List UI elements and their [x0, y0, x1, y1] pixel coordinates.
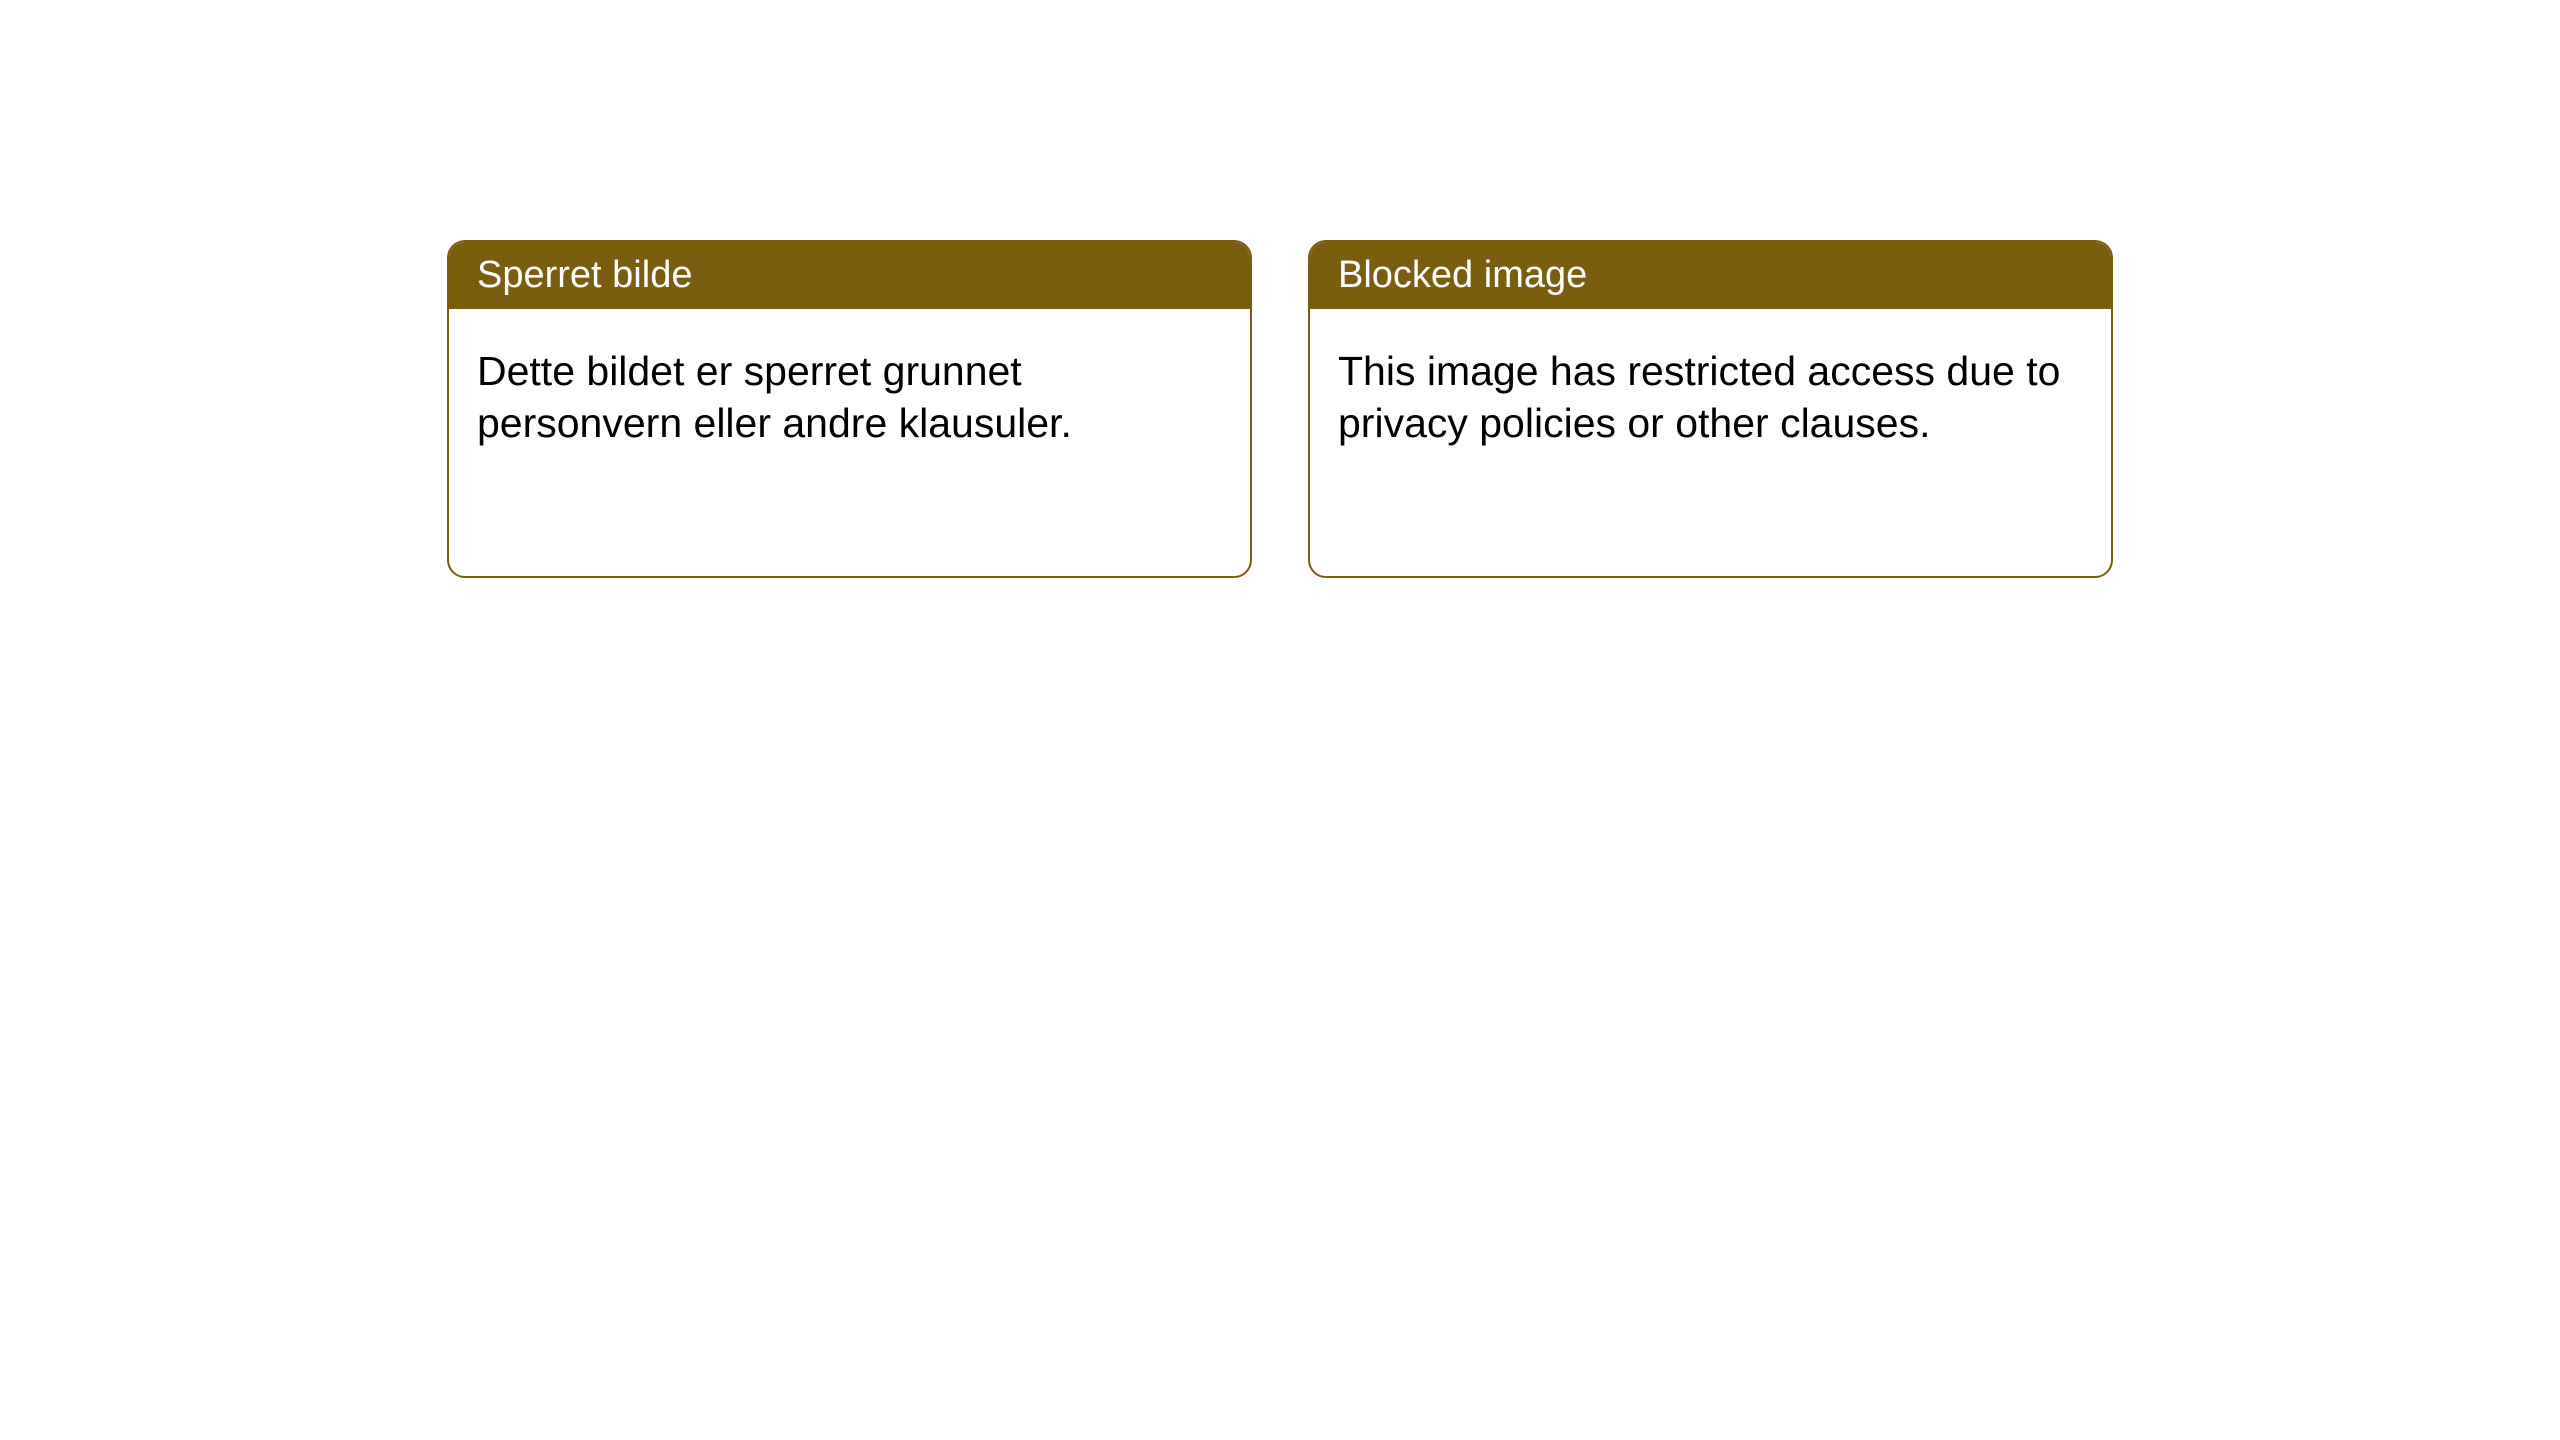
card-title-norwegian: Sperret bilde: [477, 254, 692, 296]
blocked-image-card-norwegian: Sperret bilde Dette bildet er sperret gr…: [447, 240, 1252, 578]
card-body-norwegian: Dette bildet er sperret grunnet personve…: [449, 309, 1250, 486]
card-title-english: Blocked image: [1338, 254, 1587, 296]
card-header-english: Blocked image: [1310, 242, 2111, 309]
card-body-text-english: This image has restricted access due to …: [1338, 348, 2060, 446]
blocked-image-card-english: Blocked image This image has restricted …: [1308, 240, 2113, 578]
blocked-image-cards-container: Sperret bilde Dette bildet er sperret gr…: [447, 240, 2113, 578]
card-header-norwegian: Sperret bilde: [449, 242, 1250, 309]
card-body-text-norwegian: Dette bildet er sperret grunnet personve…: [477, 348, 1072, 446]
card-body-english: This image has restricted access due to …: [1310, 309, 2111, 486]
